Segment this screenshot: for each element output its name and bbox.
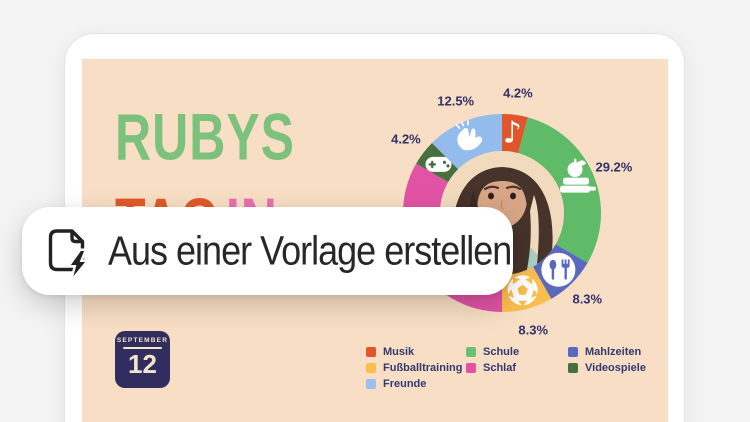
chart-legend: Musik Fußballtraining Freunde Schule Schlaf M… xyxy=(366,346,646,390)
legend-swatch xyxy=(466,347,476,357)
legend-label: Videospiele xyxy=(585,362,646,374)
apple-on-books-icon xyxy=(560,158,596,193)
game-controller-icon xyxy=(425,156,452,172)
legend-label: Fußballtraining xyxy=(383,362,463,374)
calendar-day: 12 xyxy=(128,348,157,379)
legend-column: Musik Fußballtraining Freunde xyxy=(366,346,466,390)
legend-column: Schule Schlaf xyxy=(466,346,568,390)
legend-swatch xyxy=(366,347,376,357)
legend-item-mahlzeiten: Mahlzeiten xyxy=(568,346,646,358)
calendar-divider xyxy=(123,347,162,349)
legend-label: Schule xyxy=(483,346,520,358)
slice-label-freunde: 12.5% xyxy=(437,93,475,109)
donut-slice-musik xyxy=(502,114,528,154)
legend-label: Musik xyxy=(383,346,415,358)
legend-item-musik: Musik xyxy=(366,346,466,358)
legend-swatch xyxy=(568,347,578,357)
music-note-icon: ♪ xyxy=(503,116,522,151)
slice-label-mahlzeiten: 8.3% xyxy=(572,291,603,307)
calendar-month: SEPTEMBER xyxy=(116,337,169,344)
poster-title-line1: RUBYS xyxy=(115,95,295,179)
donut-slice-schule xyxy=(518,117,602,263)
template-lightning-icon xyxy=(48,229,88,277)
legend-item-schlaf: Schlaf xyxy=(466,362,568,374)
legend-item-videospiele: Videospiele xyxy=(568,362,646,374)
soccer-ball-icon xyxy=(507,275,538,307)
slice-label-fuballtraining: 8.3% xyxy=(518,322,549,338)
legend-swatch xyxy=(466,363,476,373)
legend-swatch xyxy=(366,379,376,389)
fork-and-spoon-icon xyxy=(541,252,576,287)
legend-swatch xyxy=(568,363,578,373)
legend-item-schule: Schule xyxy=(466,346,568,358)
title-word-rubys: RUBYS xyxy=(115,100,296,175)
legend-label: Freunde xyxy=(383,378,427,390)
create-from-template-label: Aus einer Vorlage erstellen xyxy=(108,227,512,274)
svg-text:♪: ♪ xyxy=(503,116,522,151)
slice-label-musik: 4.2% xyxy=(503,85,533,101)
legend-column: Mahlzeiten Videospiele xyxy=(568,346,646,390)
legend-item-fuballtraining: Fußballtraining xyxy=(366,362,466,374)
legend-swatch xyxy=(366,363,376,373)
legend-label: Mahlzeiten xyxy=(585,346,642,358)
slice-label-videospiele: 4.2% xyxy=(391,131,421,147)
create-from-template-button[interactable]: Aus einer Vorlage erstellen xyxy=(22,207,513,295)
legend-item-freunde: Freunde xyxy=(366,378,466,390)
clapping-hands-icon xyxy=(456,120,483,151)
calendar-icon: SEPTEMBER 12 xyxy=(115,331,170,388)
slice-label-schule: 29.2% xyxy=(595,159,633,175)
legend-label: Schlaf xyxy=(483,362,517,374)
